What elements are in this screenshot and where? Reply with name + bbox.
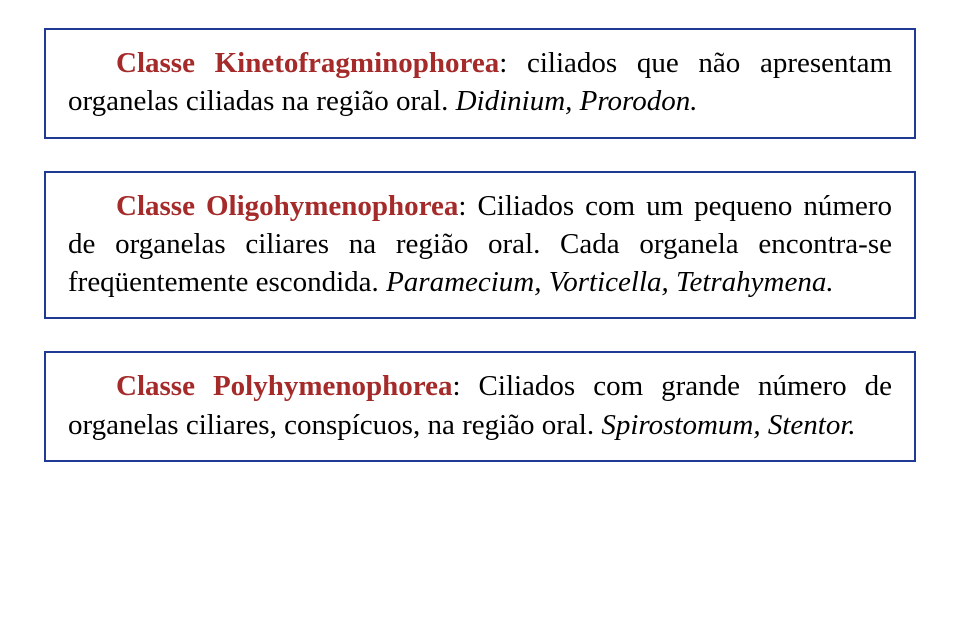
- examples-text: Spirostomum, Stentor.: [601, 409, 855, 441]
- term-name: Classe Oligohymenophorea: [116, 190, 458, 222]
- term-colon: :: [452, 370, 460, 402]
- definition-paragraph: Classe Kinetofragminophorea: ciliados qu…: [68, 44, 892, 121]
- definition-box-polyhymenophorea: Classe Polyhymenophorea: Ciliados com gr…: [44, 351, 916, 462]
- definition-box-oligohymenophorea: Classe Oligohymenophorea: Ciliados com u…: [44, 171, 916, 320]
- definition-paragraph: Classe Oligohymenophorea: Ciliados com u…: [68, 187, 892, 302]
- examples-text: Didinium, Prorodon.: [456, 85, 698, 117]
- examples-text: Paramecium, Vorticella, Tetrahymena.: [386, 266, 834, 298]
- definition-paragraph: Classe Polyhymenophorea: Ciliados com gr…: [68, 367, 892, 444]
- definition-box-kinetofragminophorea: Classe Kinetofragminophorea: ciliados qu…: [44, 28, 916, 139]
- term-name: Classe Kinetofragminophorea: [116, 47, 499, 79]
- term-name: Classe Polyhymenophorea: [116, 370, 452, 402]
- document-page: Classe Kinetofragminophorea: ciliados qu…: [0, 0, 960, 618]
